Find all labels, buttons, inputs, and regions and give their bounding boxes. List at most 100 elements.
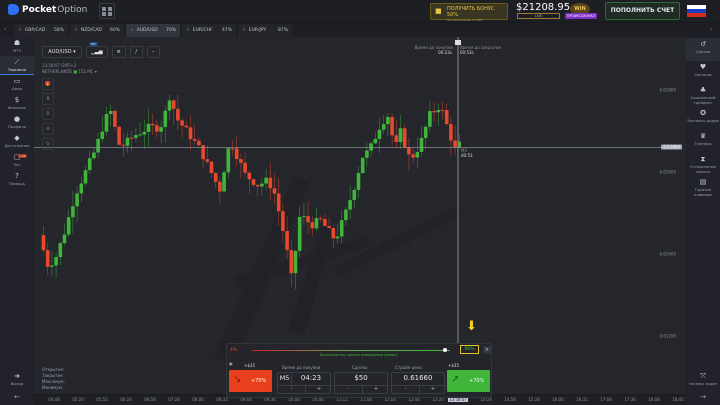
time-tick: 16:00 (552, 397, 564, 402)
candle (138, 134, 142, 136)
sidebar-item-6[interactable]: ▢ Чат 1.2k (0, 151, 34, 170)
pair-selector[interactable]: AUD/USD ▾ (42, 46, 82, 58)
right-item-5[interactable]: ⧗ Отложенные сделки (686, 153, 720, 176)
candle (423, 126, 428, 138)
tabs-next-icon[interactable]: › (710, 26, 713, 33)
chart-tool-3[interactable]: A (42, 123, 54, 135)
amount-stepper[interactable]: $50 - + (334, 372, 389, 394)
fullscreen-button[interactable]: ⤧ На весь экран (686, 372, 720, 388)
candle (289, 250, 294, 274)
sidebar-item-5[interactable]: ◆ Достижения (0, 132, 34, 151)
candle (323, 219, 327, 226)
collapse-left-icon[interactable]: ← (14, 393, 20, 401)
help-icon: ? (15, 172, 19, 180)
candle (310, 222, 315, 229)
candle (369, 143, 373, 151)
candle (428, 111, 432, 127)
close-tab-icon[interactable]: × (242, 28, 246, 33)
chart-tool-1[interactable]: B (42, 93, 54, 105)
candle (176, 108, 180, 121)
candle (381, 124, 386, 130)
time-tick: 06:24 (120, 397, 132, 402)
chart-tool-4[interactable]: G (42, 138, 54, 150)
right-item-0[interactable]: ↺ Сделки (686, 38, 720, 61)
sidebar-item-7[interactable]: ? Помощь (0, 170, 34, 189)
account-type[interactable]: LIVE (517, 13, 560, 19)
arrow-down-icon: ⬇ (466, 319, 477, 334)
tab-gbp-cad[interactable]: × GBP/CAD 58% (14, 24, 68, 37)
buy-timer: Время до покупки 00:23s. (414, 45, 453, 55)
right-item-6[interactable]: ▤ Горячие клавиши (686, 176, 720, 199)
candle (222, 172, 226, 192)
close-icon[interactable]: × (483, 346, 491, 354)
time-stepper[interactable]: M5 04:23 - + (277, 372, 332, 394)
sidebar-item-4[interactable]: ● Профиль (0, 113, 34, 132)
time-tick: 14:56 (504, 397, 516, 402)
chart-tool-2[interactable]: R (42, 108, 54, 120)
candle (142, 131, 147, 135)
chart-toolbar: AUD/USD ▾ ▁▃▅ M5 ≡ / – (42, 42, 160, 58)
sidebar-item-2[interactable]: ▭ Демо (0, 75, 34, 94)
tab-aud-usd[interactable]: × AUD/USD 70% (126, 24, 180, 37)
sidebar-item-1[interactable]: ⟋ Торговля (0, 56, 34, 75)
indicators-button[interactable]: ≡ (111, 46, 126, 58)
chart-area[interactable]: 0.61800 0.61600 0.61400 0.61200 0.61660 (34, 37, 686, 394)
time-tick: 14:24 (480, 397, 492, 402)
right-item-2[interactable]: ♣ Социальный трейдинг (686, 84, 720, 107)
apps-grid-button[interactable] (99, 3, 115, 19)
tab-nzd-cad[interactable]: × NZD/CAD 60% (70, 24, 124, 37)
deposit-button[interactable]: ПОПОЛНИТЬ СЧЕТ (605, 2, 680, 20)
sidebar-item-0[interactable]: ☗ MT5 (0, 37, 34, 56)
logout-button[interactable]: ➜ Выход (0, 372, 34, 390)
time-tick: 07:28 (168, 397, 180, 402)
candle (163, 110, 168, 128)
right-item-4[interactable]: ♛ Турниры (686, 130, 720, 153)
sidebar-item-3[interactable]: $ Финансы (0, 94, 34, 113)
close-tab-icon[interactable]: × (74, 28, 78, 33)
drawing-tool-button[interactable]: / (129, 46, 143, 58)
candle (83, 170, 88, 184)
right-item-3[interactable]: ✪ Экспресс-ордер (687, 109, 719, 123)
wallet-icon: ▭ (13, 77, 21, 85)
sentiment-text: Большинство сделок повышения (вверх) (320, 353, 398, 357)
candlestick-chart[interactable] (34, 37, 686, 394)
calendar-icon[interactable]: ▣ (229, 361, 233, 366)
right-item-1[interactable]: ♥ Сигналы (686, 61, 720, 84)
candle (436, 110, 441, 113)
tab-eur-jpy[interactable]: × EUR/JPY 87% (238, 24, 292, 37)
chart-type-button[interactable]: ▁▃▅ M5 (86, 42, 108, 58)
up-button[interactable]: ↗ +70% (447, 370, 490, 392)
status-badge[interactable]: WIN (570, 3, 590, 15)
candle (415, 151, 420, 158)
hotkeys-icon: ▤ (699, 178, 707, 186)
time-tick: 17:36 (624, 397, 636, 402)
hourglass-icon: ⧗ (700, 155, 706, 163)
down-button[interactable]: ↘ +70% (229, 370, 272, 392)
language-flag[interactable] (687, 5, 706, 17)
logo[interactable]: Pocket Option (8, 4, 87, 15)
tabs-prev-icon[interactable]: ‹ (4, 26, 7, 33)
close-tab-icon[interactable]: × (130, 28, 134, 33)
tab-eur-chf[interactable]: × EUR/CHF 47% (182, 24, 236, 37)
time-tick: 05:20 (72, 397, 84, 402)
candle (62, 234, 67, 244)
diamond-icon: ◆ (14, 134, 20, 142)
line-tool-button[interactable]: – (146, 46, 160, 58)
balance[interactable]: $21208.95 (516, 2, 571, 13)
left-sidebar (0, 37, 34, 405)
cursor-flag-icon[interactable] (455, 40, 461, 45)
close-tab-icon[interactable]: × (18, 28, 22, 33)
candle (264, 177, 268, 184)
chart-icon: ⟋ (14, 58, 20, 66)
bonus-banner[interactable]: ■ ПОЛУЧИТЬ БОНУС 50% на пополнение от $50 (430, 3, 508, 22)
user-icon: ● (13, 115, 21, 123)
strike-stepper[interactable]: 0.61660 - + (391, 372, 446, 394)
time-tick: 11:12 (336, 397, 348, 402)
close-tab-icon[interactable]: × (186, 28, 190, 33)
sentiment-high: 96% (460, 345, 479, 354)
collapse-right-icon[interactable]: → (700, 393, 706, 401)
candle (155, 125, 159, 132)
status-label: ПРОФЕССИОНАЛ (565, 13, 597, 19)
ohlc-label: Закрытие: (42, 373, 64, 378)
chart-tool-0[interactable]: 🎁 (42, 78, 54, 90)
